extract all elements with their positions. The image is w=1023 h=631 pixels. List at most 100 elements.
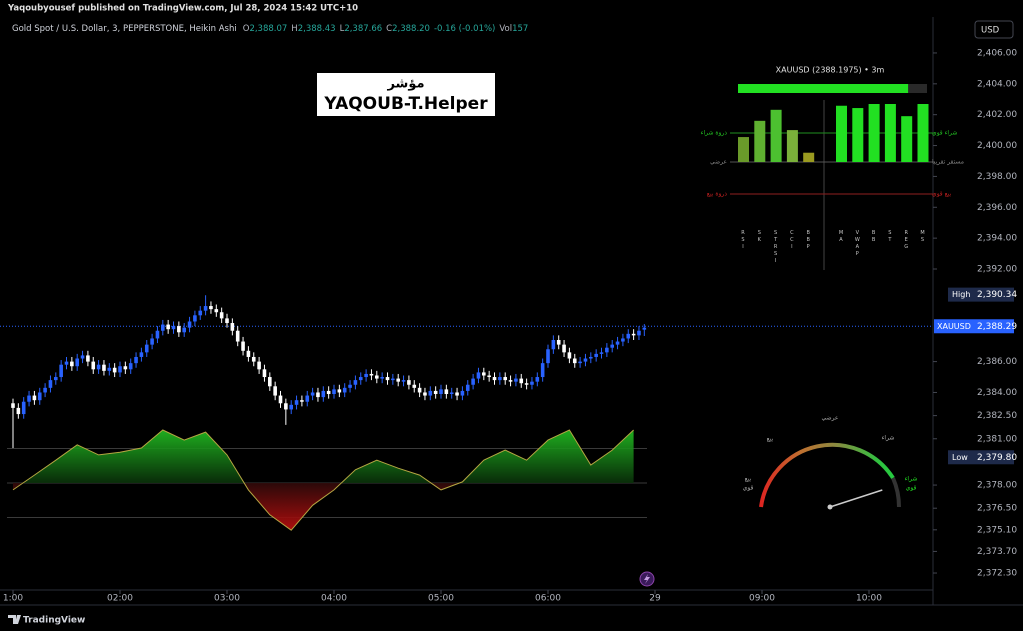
y-tick-label: 2,373.70	[977, 547, 1017, 557]
dashboard-bar-label: MA	[838, 230, 844, 244]
candle-body	[332, 389, 336, 395]
candle-body	[214, 309, 219, 313]
dashboard-bar	[884, 104, 896, 162]
candle-body	[246, 350, 251, 357]
candle-body	[433, 390, 438, 395]
candle-body	[43, 387, 47, 393]
dashboard-bar-label: STRSI	[773, 230, 779, 265]
candle-body	[70, 361, 74, 367]
dashboard-bar-label: BB	[871, 230, 877, 244]
candle-body	[556, 339, 561, 345]
currency-button[interactable]	[974, 20, 1014, 39]
candle-body	[177, 326, 181, 333]
x-tick-label: 02:00	[107, 594, 133, 604]
candle-body	[476, 372, 481, 379]
candle-body	[615, 341, 620, 345]
x-tick-label: 04:00	[321, 594, 347, 604]
candle-body	[193, 315, 197, 322]
candle-body	[503, 377, 508, 381]
candle-body	[444, 389, 449, 395]
x-tick-label: 29	[649, 594, 661, 604]
candle-body	[594, 353, 598, 357]
oscillator-area	[13, 430, 634, 531]
symbol-line: Gold Spot / U.S. Dollar, 3, PEPPERSTONE,…	[12, 24, 528, 34]
x-tick-label: 03:00	[214, 594, 240, 604]
candle-body	[637, 330, 641, 336]
x-tick-label: 1:00	[3, 594, 23, 604]
volume-key: Vol	[499, 24, 512, 34]
y-tick-label: 2,378.00	[977, 481, 1017, 491]
candle-body	[80, 355, 85, 359]
dashboard-title: XAUUSD (2388.1975) • 3m	[776, 66, 885, 75]
candle-body	[102, 364, 106, 371]
candle-body	[182, 327, 187, 333]
candle-body	[59, 364, 63, 378]
candle-body	[144, 344, 149, 353]
currency-label[interactable]: USD	[981, 26, 1000, 36]
candle-body	[257, 361, 261, 370]
low-marker-value: 2,379.80	[977, 453, 1017, 463]
x-tick-label: 09:00	[749, 594, 775, 604]
ohlc-value: 2,388.43	[298, 24, 336, 34]
candle-body	[578, 361, 582, 364]
candle-body	[412, 384, 417, 388]
candle-body	[64, 361, 69, 365]
dashboard-bar-label: MS	[920, 230, 926, 244]
candle-body	[289, 404, 294, 410]
candle-body	[139, 352, 144, 357]
brand-logo[interactable]	[8, 615, 21, 624]
dashboard-bar-label: ST	[887, 230, 893, 244]
symbol: Gold Spot / U.S. Dollar, 3, PEPPERSTONE,…	[12, 24, 237, 34]
candle-body	[241, 341, 245, 351]
candle-body	[16, 407, 21, 415]
gauge-strong-buy: قوي	[906, 485, 917, 492]
candle-body	[326, 390, 331, 395]
y-tick-label: 2,404.00	[977, 79, 1017, 89]
candle-body	[273, 386, 277, 396]
dashboard-bar	[868, 104, 880, 162]
candle-body	[166, 324, 170, 330]
dashboard-left-label: ذروة بيع	[707, 191, 728, 198]
y-tick-label: 2,376.50	[977, 504, 1017, 514]
candle-body	[455, 392, 459, 396]
candle-body	[209, 306, 213, 310]
dashboard-bar	[852, 108, 864, 162]
ohlc-value: 2,388.20	[392, 24, 430, 34]
gauge-arc	[759, 442, 895, 508]
candle-body	[599, 352, 604, 354]
candle-body	[150, 338, 154, 345]
candle-body	[337, 389, 342, 393]
gauge-right-label: شراء	[882, 435, 895, 442]
candle-body	[21, 401, 26, 415]
change: -0.16 (-0.01%)	[434, 24, 495, 34]
y-tick-label: 2,382.50	[977, 411, 1017, 421]
ohlc-value: 2,387.66	[344, 24, 382, 34]
candle-body	[48, 380, 53, 388]
dashboard-bar	[901, 116, 913, 162]
high-marker-value: 2,390.34	[977, 290, 1017, 300]
dashboard-bar	[836, 105, 847, 162]
candle-body	[583, 358, 588, 362]
alert-icon-bolt[interactable]	[644, 574, 650, 584]
ohlc-key: H	[291, 24, 297, 34]
candle-body	[396, 378, 401, 382]
brand-name[interactable]: TradingView	[23, 616, 85, 626]
dashboard-bar	[770, 109, 782, 162]
candle-body	[364, 373, 368, 378]
y-tick-label: 2,384.00	[977, 388, 1017, 398]
dashboard-bar	[803, 152, 815, 162]
candle-body	[118, 366, 122, 373]
candle-body	[482, 372, 486, 376]
last-price-tag	[934, 319, 1014, 334]
gauge-arc-end	[891, 477, 902, 508]
candle-body	[107, 367, 112, 371]
x-tick-label: 06:00	[535, 594, 561, 604]
indicator-title-ar: مؤشر	[386, 77, 424, 92]
candle-body	[161, 324, 165, 331]
candle-body	[375, 375, 379, 379]
candle-body	[369, 373, 374, 376]
candle-body	[11, 403, 15, 408]
dashboard-left-label: ذروة شراء	[701, 130, 728, 137]
